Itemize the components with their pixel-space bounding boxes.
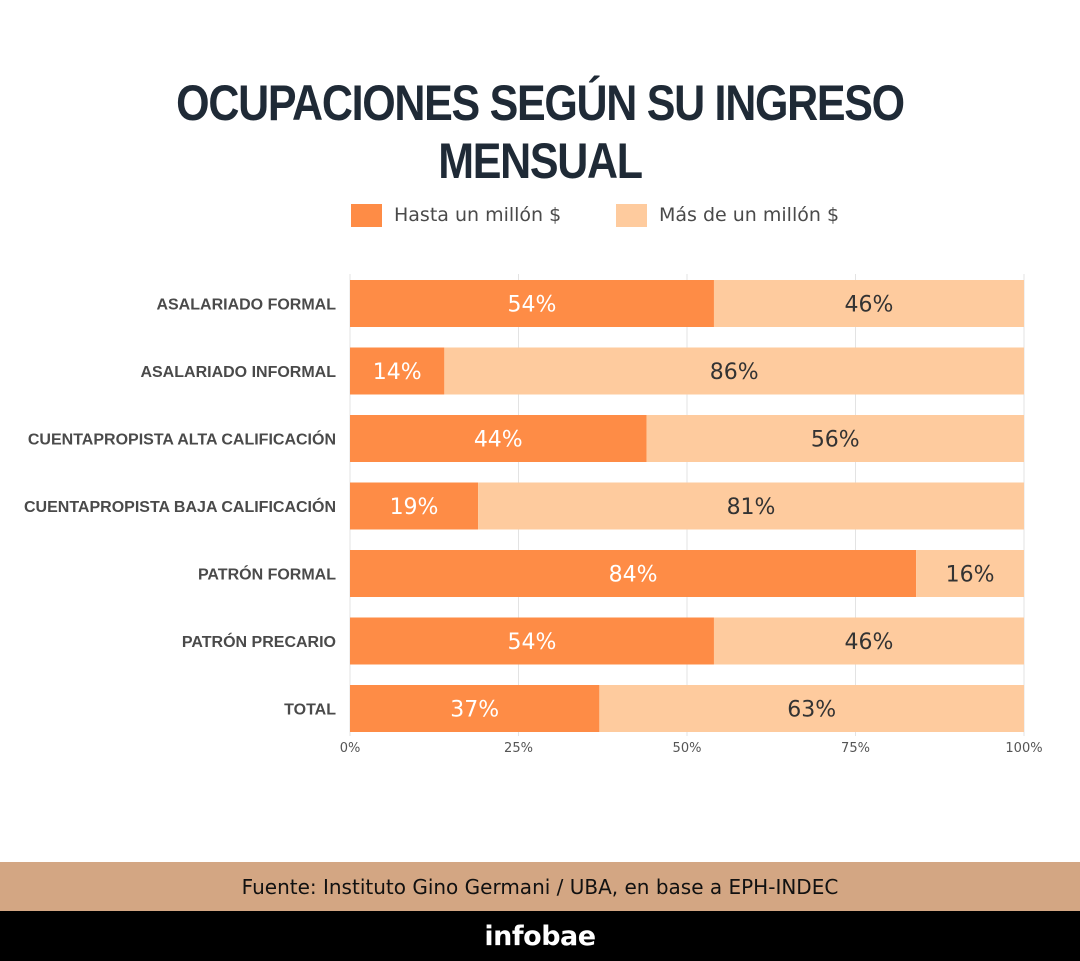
data-label: 81% <box>727 495 776 520</box>
data-label: 46% <box>845 630 894 655</box>
bar-hasta <box>350 280 714 327</box>
data-label: 54% <box>508 630 557 655</box>
category-label: ASALARIADO INFORMAL <box>140 364 336 381</box>
bar-mas <box>599 685 1024 732</box>
bar-hasta <box>350 550 917 597</box>
legend-label-hasta: Hasta un millón $ <box>394 204 562 226</box>
data-label: 63% <box>787 698 836 723</box>
bar-hasta <box>350 347 445 395</box>
data-label: 54% <box>508 293 557 318</box>
legend-label-mas: Más de un millón $ <box>659 204 840 226</box>
category-label: TOTAL <box>284 702 336 719</box>
bar-hasta <box>350 685 600 732</box>
data-label: 84% <box>609 563 658 588</box>
category-label: PATRÓN FORMAL <box>198 565 336 584</box>
data-label: 37% <box>450 698 499 723</box>
bar-hasta <box>350 617 714 665</box>
data-label: 56% <box>811 428 860 453</box>
x-tick-label: 25% <box>504 741 533 756</box>
x-tick-label: 0% <box>340 741 361 756</box>
category-label: ASALARIADO FORMAL <box>156 297 336 314</box>
bar-mas <box>713 280 1024 327</box>
bar-mas <box>478 482 1024 530</box>
bar-mas <box>713 617 1024 665</box>
legend-item-hasta: Hasta un millón $ <box>351 202 561 228</box>
data-label: 19% <box>390 495 439 520</box>
legend-swatch-mas <box>616 203 647 227</box>
category-label: CUENTAPROPISTA BAJA CALIFICACIÓN <box>24 497 336 516</box>
bar-mas <box>444 347 1024 395</box>
category-label: CUENTAPROPISTA ALTA CALIFICACIÓN <box>28 430 336 449</box>
stacked-bar-chart: 0% 25% 50% 75% 100% ASALARIADO FORMAL 54% 46% AS… <box>24 274 1043 756</box>
source-note: Fuente: Instituto Gino Germani / UBA, en… <box>0 862 1080 911</box>
data-label: 14% <box>373 360 422 385</box>
data-label: 46% <box>845 293 894 318</box>
bar-mas <box>916 550 1024 597</box>
brand-logo: infobae <box>0 911 1080 961</box>
x-tick-label: 75% <box>841 741 870 756</box>
data-label: 44% <box>474 428 523 453</box>
x-tick-label: 50% <box>673 741 702 756</box>
legend-item-mas: Más de un millón $ <box>616 202 839 228</box>
legend-swatch-hasta <box>351 203 382 227</box>
chart-legend: Hasta un millón $ Más de un millón $ <box>0 202 1080 228</box>
chart-title: OCUPACIONES SEGÚN SU INGRESO MENSUAL <box>176 75 905 189</box>
data-label: 86% <box>710 360 759 385</box>
data-label: 16% <box>946 563 995 588</box>
bar-hasta <box>350 482 479 530</box>
bar-hasta <box>350 415 647 462</box>
x-tick-label: 100% <box>1005 741 1042 756</box>
category-label: PATRÓN PRECARIO <box>182 632 336 651</box>
bar-mas <box>646 415 1024 462</box>
